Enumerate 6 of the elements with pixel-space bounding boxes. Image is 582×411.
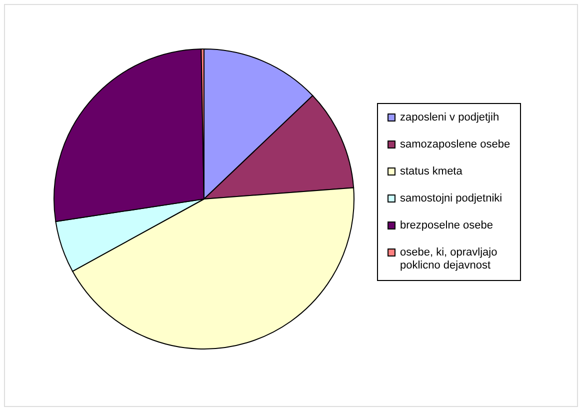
legend-label: brezposelne osebe [400, 220, 493, 232]
legend-label: samozaposlene osebe [400, 138, 510, 150]
legend-label: status kmeta [400, 166, 464, 178]
legend-label: samostojni podjetniki [400, 192, 502, 204]
legend-label: zaposleni v podjetjih [400, 112, 500, 124]
legend-label: osebe, ki, opravljajo poklicno dejavnost [400, 246, 498, 272]
